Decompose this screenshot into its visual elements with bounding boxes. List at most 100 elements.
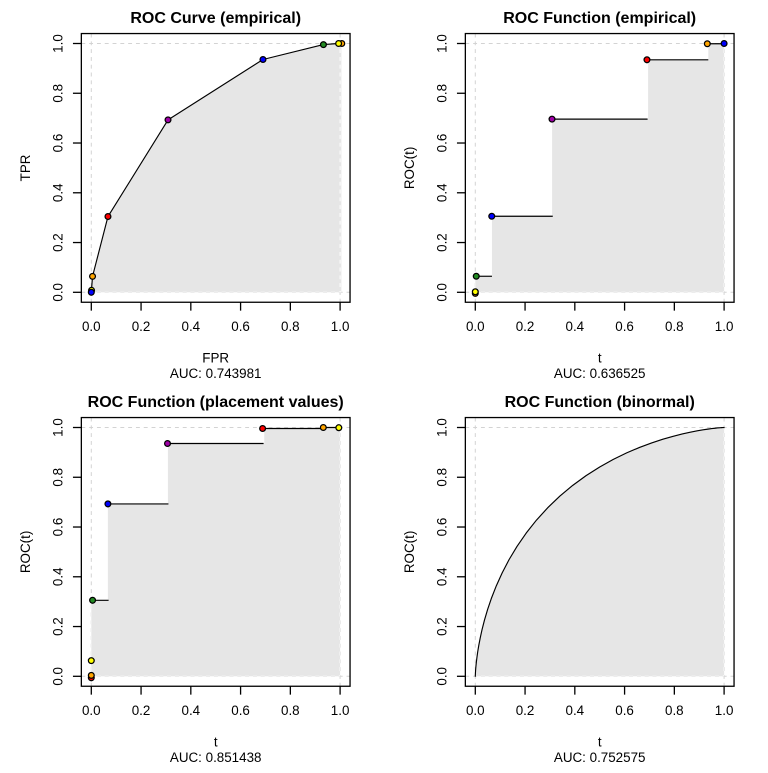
x-axis-tick-label: 0.0: [82, 319, 101, 334]
y-axis-tick-label: 0.6: [51, 134, 66, 153]
y-axis-tick-label: 0.0: [51, 283, 66, 302]
y-axis-label: ROC(t): [402, 531, 417, 573]
y-axis-tick-label: 0.2: [435, 233, 450, 252]
roc-point: [259, 55, 267, 64]
roc-point: [259, 424, 267, 433]
x-axis-tick-label: 0.6: [231, 703, 250, 718]
x-axis-tick-label: 0.2: [132, 703, 151, 718]
panel-title: ROC Function (binormal): [505, 394, 695, 411]
x-axis-tick-label: 0.8: [281, 703, 300, 718]
x-axis-tick-label: 0.6: [231, 319, 250, 334]
x-axis-tick-label: 0.0: [82, 703, 101, 718]
roc-point: [104, 213, 112, 221]
roc-point: [720, 39, 728, 48]
y-axis-tick-label: 0.6: [435, 134, 450, 153]
y-axis-tick-label: 0.0: [435, 283, 450, 302]
x-axis-tick-label: 0.2: [516, 703, 535, 718]
auc-fill-region: [91, 427, 341, 677]
y-axis-tick-label: 0.8: [435, 84, 450, 103]
auc-subtitle: AUC: 0.752575: [554, 750, 646, 765]
panel-title: ROC Curve (empirical): [130, 10, 301, 27]
x-axis-tick-label: 0.4: [182, 319, 201, 334]
plot-box: [80, 32, 351, 303]
x-axis-tick-label: 0.4: [182, 703, 201, 718]
x-axis-tick-label: 0.2: [516, 319, 535, 334]
x-axis-tick-label: 1.0: [715, 703, 734, 718]
panel-roc-function-binormal: 0.0 0.2 0.4 0.6 0.8 1.0 0.0 0.2 0.4 0.6 0.8 1.0 ROC …: [402, 394, 735, 765]
y-axis-tick-label: 0.6: [435, 518, 450, 537]
roc-point: [488, 212, 496, 220]
roc-point: [104, 500, 112, 508]
y-axis-tick-label: 1.0: [435, 34, 450, 53]
y-axis-tick-label: 0.4: [51, 183, 66, 202]
y-axis-label: ROC(t): [402, 147, 417, 189]
auc-subtitle: AUC: 0.636525: [554, 366, 646, 381]
x-axis-tick-label: 1.0: [331, 319, 350, 334]
panel-title: ROC Function (placement values): [88, 394, 344, 411]
x-axis-tick-label: 1.0: [331, 703, 350, 718]
x-axis-tick-label: 0.4: [566, 703, 585, 718]
panel-title: ROC Function (empirical): [503, 10, 696, 27]
y-axis-tick-label: 1.0: [51, 418, 66, 437]
y-axis-tick-label: 0.8: [435, 468, 450, 487]
roc-point: [87, 671, 95, 679]
x-axis-tick-label: 0.0: [466, 703, 485, 718]
y-axis-tick-label: 0.8: [51, 84, 66, 103]
x-axis-tick-label: 0.6: [615, 319, 634, 334]
x-axis-tick-label: 0.4: [566, 319, 585, 334]
x-axis-label: t: [598, 735, 602, 750]
x-axis-label: t: [598, 351, 602, 366]
panel-roc-function-empirical: 0.0 0.2 0.4 0.6 0.8 1.0 0.0 0.2 0.4 0.6 0.8 1.0 ROC …: [402, 10, 735, 381]
x-axis-label: t: [214, 735, 218, 750]
y-axis-tick-label: 0.4: [435, 567, 450, 586]
x-axis-tick-label: 1.0: [715, 319, 734, 334]
y-axis-tick-label: 0.0: [435, 667, 450, 686]
auc-fill-region: [475, 43, 725, 293]
reference-lines-over: [91, 43, 342, 293]
y-axis-tick-label: 0.2: [51, 233, 66, 252]
y-axis-label: ROC(t): [18, 531, 33, 573]
y-axis-tick-label: 1.0: [435, 418, 450, 437]
roc-point: [548, 115, 556, 123]
x-axis-tick-label: 0.8: [665, 319, 684, 334]
roc-point: [319, 41, 327, 49]
roc-point: [472, 272, 480, 280]
y-axis-tick-label: 0.0: [51, 667, 66, 686]
roc-point: [703, 40, 711, 48]
roc-point: [471, 288, 479, 296]
auc-subtitle: AUC: 0.851438: [170, 750, 262, 765]
roc-curve-line: [474, 426, 725, 677]
auc-fill-region: [91, 43, 342, 293]
y-axis-tick-label: 1.0: [51, 34, 66, 53]
roc-point: [163, 439, 172, 448]
plot-box: [464, 416, 735, 687]
auc-subtitle: AUC: 0.743981: [170, 366, 262, 381]
panel-roc-function-placement-values: 0.0 0.2 0.4 0.6 0.8 1.0 0.0 0.2 0.4 0.6 0.8 1.0 ROC …: [18, 394, 351, 765]
y-axis-label: TPR: [18, 154, 33, 181]
x-axis-tick-label: 0.6: [615, 703, 634, 718]
roc-point: [335, 39, 343, 48]
y-axis-tick-label: 0.8: [51, 468, 66, 487]
x-axis-tick-label: 0.0: [466, 319, 485, 334]
x-axis-tick-label: 0.2: [132, 319, 151, 334]
roc-point: [89, 272, 97, 280]
panel-roc-curve-empirical: 0.0 0.2 0.4 0.6 0.8 1.0 0.0 0.2 0.4 0.6 0.8 1.0 ROC …: [18, 10, 351, 381]
auc-fill-region: [475, 427, 725, 677]
roc-point: [89, 596, 97, 604]
plot-box: [464, 32, 735, 303]
roc-point: [87, 657, 95, 665]
y-axis-tick-label: 0.6: [51, 518, 66, 537]
x-axis-label: FPR: [202, 351, 229, 366]
y-axis-tick-label: 0.2: [51, 617, 66, 636]
plot-box: [80, 416, 351, 687]
roc-point: [643, 56, 651, 64]
x-axis-tick-label: 0.8: [281, 319, 300, 334]
x-axis-tick-label: 0.8: [665, 703, 684, 718]
y-axis-tick-label: 0.4: [51, 567, 66, 586]
roc-point: [319, 423, 327, 432]
roc-point: [164, 116, 172, 124]
roc-point: [335, 424, 343, 432]
roc-point: [87, 288, 95, 296]
